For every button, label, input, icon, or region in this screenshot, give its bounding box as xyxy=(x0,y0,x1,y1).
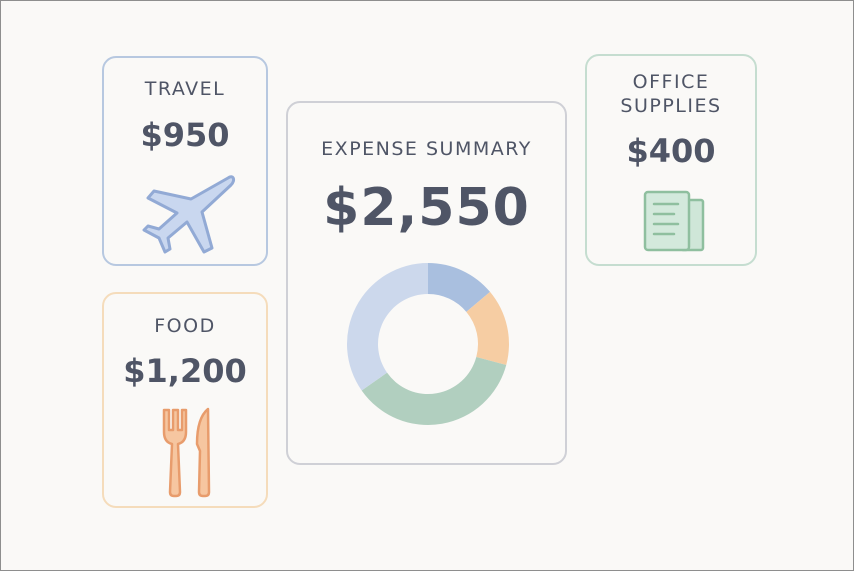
summary-label: EXPENSE SUMMARY xyxy=(321,138,532,160)
donut-segment xyxy=(428,263,491,312)
travel-amount: $950 xyxy=(140,116,230,154)
office-label-line1: OFFICE xyxy=(632,71,710,93)
travel-label: TRAVEL xyxy=(144,78,226,100)
fork-knife-icon xyxy=(162,407,211,498)
office-supplies-amount: $400 xyxy=(626,132,716,170)
summary-total: $2,550 xyxy=(323,178,530,238)
travel-card: TRAVEL $950 xyxy=(102,56,268,266)
food-amount: $1,200 xyxy=(123,352,247,390)
office-label-line2: SUPPLIES xyxy=(620,95,722,117)
office-supplies-label: OFFICE SUPPLIES xyxy=(587,70,755,118)
food-card: FOOD $1,200 xyxy=(102,292,268,508)
expense-summary-card: EXPENSE SUMMARY $2,550 xyxy=(286,101,567,465)
donut-segment xyxy=(466,291,509,365)
office-supplies-card: OFFICE SUPPLIES $400 xyxy=(585,54,757,266)
food-label: FOOD xyxy=(154,315,216,337)
donut-segment xyxy=(347,263,428,391)
donut-chart xyxy=(347,263,509,425)
airplane-icon xyxy=(142,175,236,254)
document-icon xyxy=(643,190,705,252)
donut-segment xyxy=(361,356,507,425)
